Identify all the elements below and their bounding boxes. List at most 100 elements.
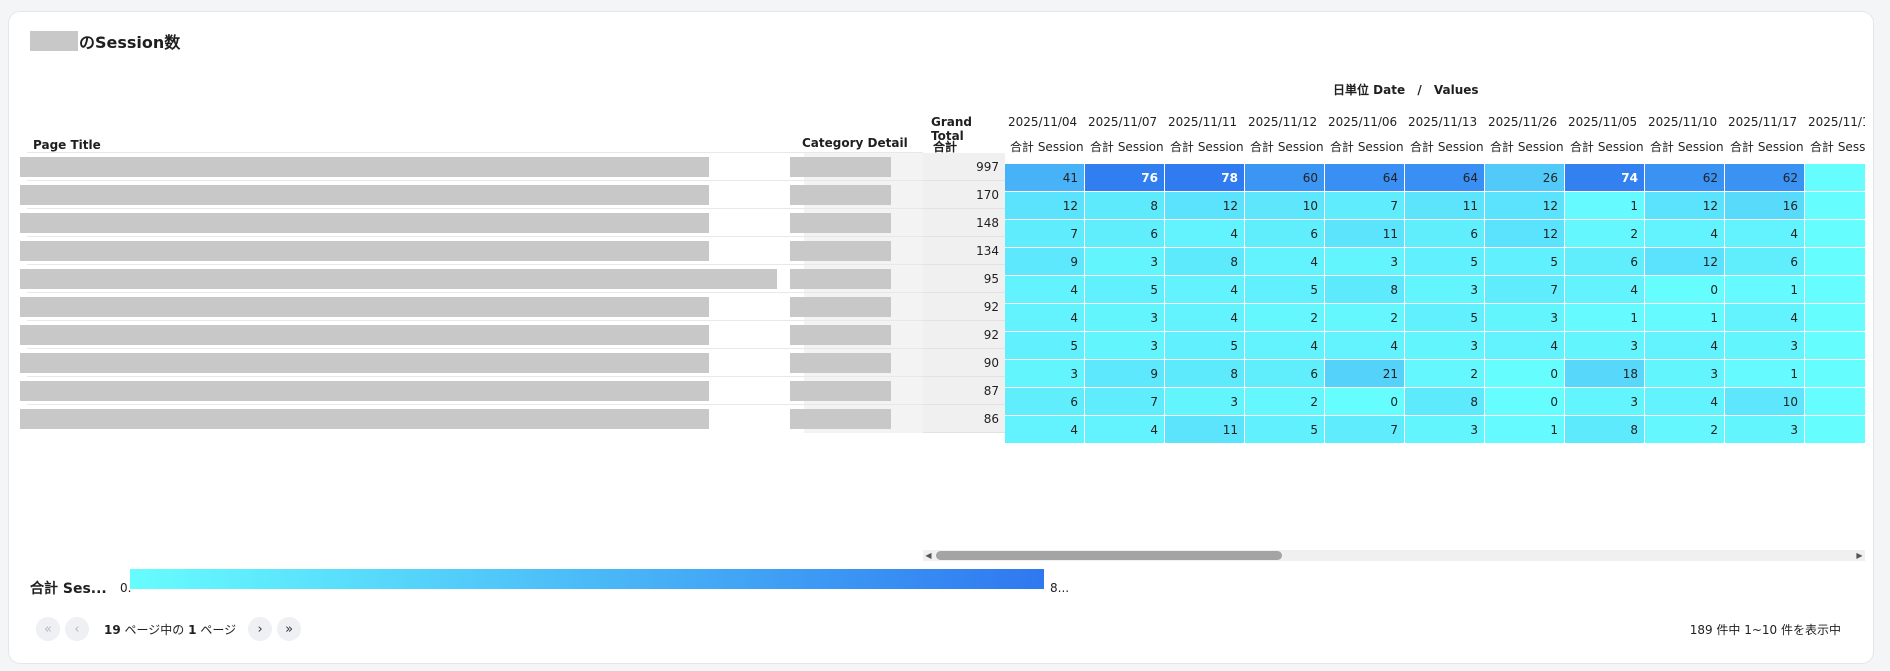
heatmap-cell[interactable]: 8 (1085, 192, 1165, 220)
heatmap-cell[interactable]: 3 (1645, 360, 1725, 388)
heatmap-cell[interactable]: 4 (1325, 332, 1405, 360)
heatmap-cell[interactable]: 7 (1485, 276, 1565, 304)
chevron-left-icon[interactable]: ‹ (65, 617, 89, 641)
scroll-right-icon[interactable]: ▶ (1856, 551, 1863, 560)
heatmap-cell[interactable]: 78 (1165, 164, 1245, 192)
heatmap-cell[interactable]: 1 (1725, 276, 1805, 304)
heatmap-cell[interactable]: 5 (1405, 304, 1485, 332)
heatmap-cell[interactable]: 5 (1405, 248, 1485, 276)
date-column-header[interactable]: 2025/11/07 (1088, 115, 1158, 129)
heatmap-cell[interactable]: 60 (1245, 164, 1325, 192)
heatmap-cell[interactable]: 3 (1005, 360, 1085, 388)
heatmap-cell[interactable]: 3 (1405, 332, 1485, 360)
heatmap-cell[interactable]: 3 (1085, 304, 1165, 332)
heatmap-cell[interactable]: 8 (1405, 388, 1485, 416)
date-column-header[interactable]: 2025/11/04 (1008, 115, 1078, 129)
heatmap-cell[interactable] (1805, 192, 1865, 220)
heatmap-cell[interactable]: 3 (1405, 416, 1485, 444)
date-column-header[interactable]: 2025/11/1 (1808, 115, 1865, 129)
heatmap-cell[interactable]: 41 (1005, 164, 1085, 192)
heatmap-cell[interactable]: 1 (1565, 304, 1645, 332)
heatmap-cell[interactable]: 2 (1245, 304, 1325, 332)
heatmap-cell[interactable] (1805, 220, 1865, 248)
date-column-header[interactable]: 2025/11/05 (1568, 115, 1638, 129)
heatmap-cell[interactable]: 1 (1565, 192, 1645, 220)
heatmap-cell[interactable]: 6 (1005, 388, 1085, 416)
heatmap-cell[interactable]: 4 (1645, 220, 1725, 248)
heatmap-cell[interactable]: 5 (1245, 276, 1325, 304)
heatmap-cell[interactable]: 7 (1085, 388, 1165, 416)
redacted-page-title[interactable] (20, 213, 709, 233)
heatmap-cell[interactable]: 12 (1005, 192, 1085, 220)
horizontal-scrollbar[interactable]: ◀ ▶ (923, 550, 1865, 561)
heatmap-cell[interactable]: 4 (1485, 332, 1565, 360)
heatmap-cell[interactable]: 16 (1725, 192, 1805, 220)
heatmap-cell[interactable]: 62 (1725, 164, 1805, 192)
heatmap-cell[interactable]: 4 (1165, 220, 1245, 248)
heatmap-cell[interactable]: 2 (1645, 416, 1725, 444)
heatmap-cell[interactable]: 12 (1485, 220, 1565, 248)
heatmap-cell[interactable] (1805, 416, 1865, 444)
redacted-page-title[interactable] (20, 185, 709, 205)
redacted-page-title[interactable] (20, 353, 709, 373)
heatmap-cell[interactable]: 11 (1165, 416, 1245, 444)
heatmap-cell[interactable]: 5 (1005, 332, 1085, 360)
heatmap-cell[interactable]: 4 (1565, 276, 1645, 304)
heatmap-cell[interactable]: 10 (1725, 388, 1805, 416)
heatmap-cell[interactable]: 4 (1245, 332, 1325, 360)
heatmap-cell[interactable] (1805, 276, 1865, 304)
heatmap-cell[interactable]: 0 (1485, 388, 1565, 416)
heatmap-cell[interactable]: 5 (1485, 248, 1565, 276)
double-chevron-left-icon[interactable]: « (36, 617, 60, 641)
scroll-left-icon[interactable]: ◀ (925, 551, 932, 560)
heatmap-cell[interactable]: 64 (1405, 164, 1485, 192)
redacted-page-title[interactable] (20, 381, 709, 401)
heatmap-cell[interactable]: 6 (1405, 220, 1485, 248)
date-column-header[interactable]: 2025/11/12 (1248, 115, 1318, 129)
redacted-page-title[interactable] (20, 241, 709, 261)
redacted-page-title[interactable] (20, 297, 709, 317)
redacted-page-title[interactable] (20, 157, 709, 177)
heatmap-cell[interactable]: 10 (1245, 192, 1325, 220)
heatmap-cell[interactable]: 8 (1165, 248, 1245, 276)
heatmap-cell[interactable]: 4 (1005, 276, 1085, 304)
heatmap-cell[interactable]: 4 (1725, 304, 1805, 332)
heatmap-cell[interactable]: 21 (1325, 360, 1405, 388)
heatmap-cell[interactable]: 0 (1325, 388, 1405, 416)
grand-total-header[interactable]: Grand Total (931, 115, 972, 143)
date-column-header[interactable]: 2025/11/06 (1328, 115, 1398, 129)
heatmap-cell[interactable]: 3 (1165, 388, 1245, 416)
heatmap-cell[interactable]: 7 (1325, 192, 1405, 220)
heatmap-cell[interactable]: 7 (1325, 416, 1405, 444)
heatmap-cell[interactable]: 18 (1565, 360, 1645, 388)
heatmap-cell[interactable]: 1 (1485, 416, 1565, 444)
heatmap-cell[interactable]: 6 (1565, 248, 1645, 276)
category-detail-column-header[interactable]: Category Detail (802, 136, 908, 150)
heatmap-cell[interactable]: 12 (1485, 192, 1565, 220)
heatmap-cell[interactable]: 2 (1565, 220, 1645, 248)
heatmap-cell[interactable] (1805, 388, 1865, 416)
double-chevron-right-icon[interactable]: » (277, 617, 302, 641)
heatmap-cell[interactable]: 1 (1725, 360, 1805, 388)
heatmap-cell[interactable]: 12 (1165, 192, 1245, 220)
heatmap-cell[interactable]: 7 (1005, 220, 1085, 248)
heatmap-cell[interactable]: 4 (1165, 304, 1245, 332)
heatmap-cell[interactable]: 4 (1085, 416, 1165, 444)
heatmap-cell[interactable]: 5 (1165, 332, 1245, 360)
heatmap-cell[interactable]: 3 (1485, 304, 1565, 332)
heatmap-cell[interactable]: 9 (1085, 360, 1165, 388)
heatmap-cell[interactable]: 4 (1725, 220, 1805, 248)
heatmap-cell[interactable]: 5 (1245, 416, 1325, 444)
heatmap-cell[interactable]: 8 (1565, 416, 1645, 444)
heatmap-cell[interactable]: 8 (1165, 360, 1245, 388)
heatmap-cell[interactable]: 3 (1565, 332, 1645, 360)
heatmap-cell[interactable]: 2 (1245, 388, 1325, 416)
heatmap-cell[interactable]: 8 (1325, 276, 1405, 304)
heatmap-cell[interactable]: 3 (1725, 416, 1805, 444)
heatmap-cell[interactable]: 3 (1725, 332, 1805, 360)
redacted-page-title[interactable] (20, 269, 777, 289)
date-column-header[interactable]: 2025/11/13 (1408, 115, 1478, 129)
heatmap-cell[interactable]: 2 (1405, 360, 1485, 388)
heatmap-cell[interactable]: 3 (1405, 276, 1485, 304)
page-title-column-header[interactable]: Page Title (33, 138, 101, 152)
